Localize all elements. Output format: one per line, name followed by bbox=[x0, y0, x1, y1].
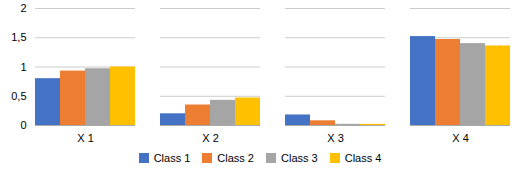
svg-text:X 3: X 3 bbox=[327, 132, 344, 144]
svg-text:X 4: X 4 bbox=[452, 132, 469, 144]
svg-text:X 1: X 1 bbox=[77, 132, 94, 144]
html-text:Class 2: Class 2 bbox=[217, 152, 254, 164]
html-text:Class 3: Class 3 bbox=[281, 152, 318, 164]
svg-text:2: 2 bbox=[20, 2, 26, 14]
svg-text:0: 0 bbox=[20, 119, 26, 131]
svg-text:1: 1 bbox=[20, 61, 26, 73]
html-text:Class 4: Class 4 bbox=[344, 152, 382, 164]
html-text:Class 1: Class 1 bbox=[153, 152, 191, 164]
svg-text:X 2: X 2 bbox=[202, 132, 219, 144]
svg-text:0,5: 0,5 bbox=[11, 90, 26, 102]
svg-text:1,5: 1,5 bbox=[11, 31, 26, 43]
